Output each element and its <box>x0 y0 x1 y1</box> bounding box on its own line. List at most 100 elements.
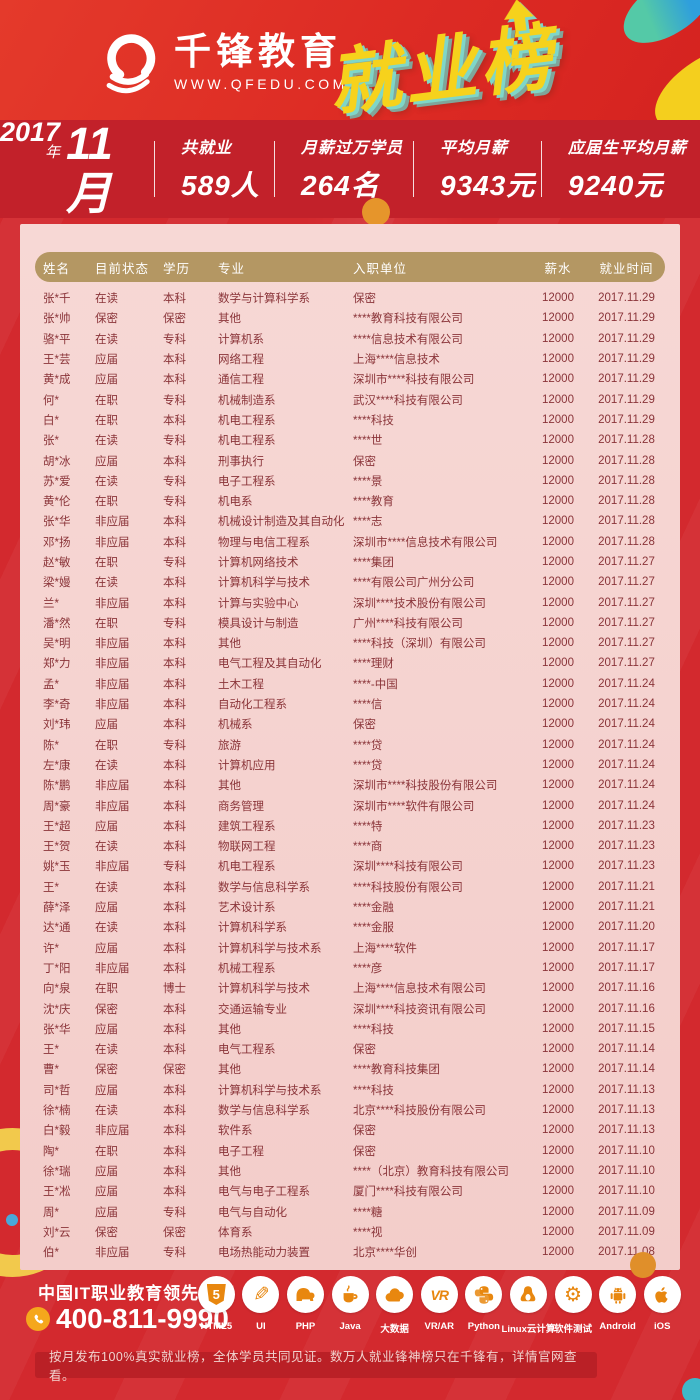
cell-name: 刘*玮 <box>43 719 71 732</box>
cell-employer: ****（北京）教育科技有限公司 <box>353 1165 509 1178</box>
cell-employer: 深圳市****科技股份有限公司 <box>353 780 498 793</box>
linux-icon <box>509 1276 547 1313</box>
header-cell-status: 目前状态 <box>95 261 150 276</box>
course-item: Linux云计算 <box>502 1276 555 1335</box>
course-item: ⚙ 软件测试 <box>551 1276 596 1335</box>
cell-employer: 广州****科技有限公司 <box>353 617 463 630</box>
cell-name: 张*华 <box>43 1023 71 1036</box>
cell-employer: 深圳****科技资讯有限公司 <box>353 1003 486 1016</box>
cell-date: 2017.11.24 <box>598 718 655 731</box>
cell-name: 黄*成 <box>43 374 71 387</box>
table-row: 周*豪 非应届 本科 商务管理 深圳市****软件有限公司 12000 2017.11.24 <box>43 795 665 815</box>
top-banner: 千锋教育 WWW.QFEDU.COM 就业榜 <box>0 0 700 146</box>
cell-employer: 深圳****科技有限公司 <box>353 861 463 874</box>
cell-employer: 保密 <box>353 293 376 306</box>
brand-name: 千锋教育 <box>174 31 342 72</box>
cell-education: 本科 <box>163 841 186 854</box>
brand-url: WWW.QFEDU.COM <box>174 76 348 92</box>
cell-date: 2017.11.29 <box>598 292 655 305</box>
footer: 中国IT职业教育领先品牌 400-811-9990 5 HTML5 ✎ UI PHP Ja… <box>0 1270 700 1400</box>
brand-slogan: 中国IT职业教育领先品牌 <box>38 1284 236 1303</box>
cell-salary: 12000 <box>542 353 574 366</box>
cell-status: 在读 <box>95 435 118 448</box>
cell-date: 2017.11.28 <box>598 474 655 487</box>
cell-employer: ****视 <box>353 1226 383 1239</box>
cell-status: 非应届 <box>95 678 130 691</box>
cell-name: 王*超 <box>43 820 71 833</box>
cell-salary: 12000 <box>542 312 574 325</box>
cell-employer: ****教育科技有限公司 <box>353 313 463 326</box>
cell-education: 本科 <box>163 962 186 975</box>
php-icon <box>286 1276 324 1313</box>
course-label: Linux云计算 <box>501 1324 556 1335</box>
table-row: 李*奇 非应届 本科 自动化工程系 ****信 12000 2017.11.24 <box>43 694 665 714</box>
cell-major: 体育系 <box>218 1226 253 1239</box>
stat-item: 平均月薪 9343元 <box>414 134 541 204</box>
cell-major: 其他 <box>218 1165 241 1178</box>
course-label: 大数据 <box>380 1324 409 1335</box>
cell-education: 本科 <box>163 1125 186 1138</box>
cell-major: 交通运输专业 <box>218 1003 287 1016</box>
stat-item: 月薪过万学员 264名 <box>275 134 413 204</box>
cell-status: 在读 <box>95 333 118 346</box>
cell-status: 非应届 <box>95 1125 130 1138</box>
cell-salary: 12000 <box>542 596 574 609</box>
cell-date: 2017.11.23 <box>598 860 655 873</box>
phone-icon <box>26 1307 50 1331</box>
ui-icon: ✎ <box>242 1276 280 1313</box>
cell-employer: 保密 <box>353 1044 376 1057</box>
cell-name: 王* <box>43 1044 59 1057</box>
table-row: 郑*力 非应届 本科 电气工程及其自动化 ****理财 12000 2017.11.27 <box>43 653 665 673</box>
cell-status: 非应届 <box>95 800 130 813</box>
cell-major: 软件系 <box>218 1125 253 1138</box>
java-icon <box>331 1276 369 1313</box>
cell-employer: 深圳市****信息技术有限公司 <box>353 536 498 549</box>
table-row: 刘*玮 应届 本科 机械系 保密 12000 2017.11.24 <box>43 714 665 734</box>
android-icon <box>599 1276 637 1313</box>
course-label: Android <box>599 1321 636 1332</box>
cell-date: 2017.11.09 <box>598 1205 655 1218</box>
cell-salary: 12000 <box>542 292 574 305</box>
cell-name: 许* <box>43 942 59 955</box>
cell-status: 应届 <box>95 942 118 955</box>
cell-salary: 12000 <box>542 1144 574 1157</box>
cell-employer: ****教育科技集团 <box>353 1064 440 1077</box>
cell-employer: ****彦 <box>353 962 383 975</box>
cell-salary: 12000 <box>542 1022 574 1035</box>
cell-date: 2017.11.17 <box>598 961 655 974</box>
table-row: 王* 在读 本科 电气工程系 保密 12000 2017.11.14 <box>43 1039 665 1059</box>
header-cell-education: 学历 <box>163 261 191 276</box>
cell-date: 2017.11.13 <box>598 1083 655 1096</box>
cell-name: 陈*鹏 <box>43 780 71 793</box>
cell-salary: 12000 <box>542 961 574 974</box>
cell-date: 2017.11.24 <box>598 799 655 812</box>
table-row: 白*毅 非应届 本科 软件系 保密 12000 2017.11.13 <box>43 1120 665 1140</box>
table-row: 陈* 在职 专科 旅游 ****贷 12000 2017.11.24 <box>43 735 665 755</box>
stat-label: 共就业 <box>181 140 233 157</box>
cell-date: 2017.11.24 <box>598 738 655 751</box>
cell-date: 2017.11.29 <box>598 332 655 345</box>
cell-salary: 12000 <box>542 515 574 528</box>
table-row: 兰* 非应届 本科 计算与实验中心 深圳****技术股份有限公司 12000 2017.11… <box>43 592 665 612</box>
cell-status: 在读 <box>95 293 118 306</box>
table-panel: 姓名 目前状态 学历 专业 入职单位 薪水 就业时间 张*千 在读 本科 数学与计算科学系 保密 12… <box>20 224 680 1270</box>
cell-date: 2017.11.10 <box>598 1144 655 1157</box>
cell-name: 郑*力 <box>43 658 71 671</box>
table-header: 姓名 目前状态 学历 专业 入职单位 薪水 就业时间 <box>35 252 665 282</box>
table-row: 伯* 非应届 专科 电场热能动力装置 北京****华创 12000 2017.11.08 <box>43 1242 665 1262</box>
cell-education: 专科 <box>163 557 186 569</box>
cell-employer: ****-中国 <box>353 678 398 691</box>
cell-name: 白* <box>43 414 59 427</box>
cell-major: 计算机科学与技术系 <box>218 942 322 955</box>
date-block: 2017 年 11月 <box>0 119 154 219</box>
cell-status: 在读 <box>95 759 118 772</box>
cell-date: 2017.11.24 <box>598 677 655 690</box>
cell-status: 非应届 <box>95 658 130 671</box>
cell-salary: 12000 <box>542 819 574 832</box>
cell-date: 2017.11.29 <box>598 373 655 386</box>
cell-date: 2017.11.21 <box>598 880 655 893</box>
table-row: 孟* 非应届 本科 土木工程 ****-中国 12000 2017.11.24 <box>43 674 665 694</box>
table-row: 何* 在职 专科 机械制造系 武汉****科技有限公司 12000 2017.11.29 <box>43 389 665 409</box>
cell-employer: ****科技 <box>353 1023 394 1036</box>
cell-status: 非应届 <box>95 780 130 793</box>
